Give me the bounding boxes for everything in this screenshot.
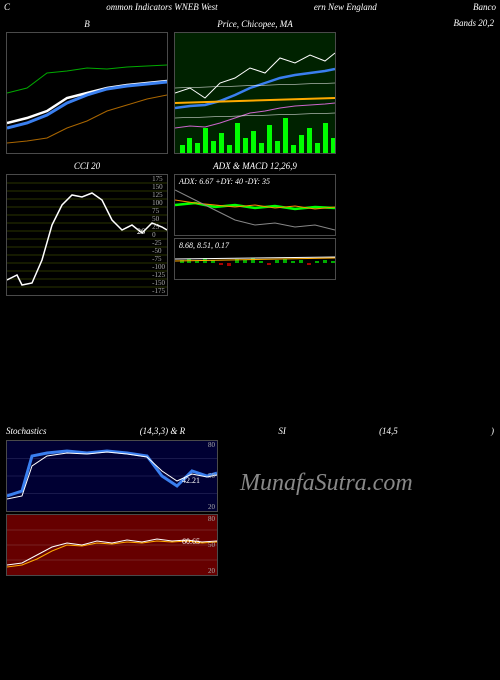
bbands-title-right-wrap: Bands 20,2	[336, 32, 500, 154]
price-chart	[175, 33, 335, 153]
stoch-ylabels: 805020	[208, 441, 215, 511]
stoch-title-r: SI	[278, 426, 286, 436]
header: C ommon Indicators WNEB West ern New Eng…	[0, 0, 500, 14]
rsi-value: 60.65	[182, 537, 200, 546]
adx-title: ADX & MACD 12,26,9	[175, 161, 335, 171]
hdr-left: C	[4, 2, 10, 12]
cci-value: 26	[137, 227, 145, 236]
macd-panel: 8.68, 8.51, 0.17	[174, 238, 336, 280]
bbands-title-right: Bands 20,2	[336, 18, 494, 28]
watermark: MunafaSutra.com	[240, 470, 413, 497]
hdr-right: Banco	[473, 2, 496, 12]
bbands-panel: B	[6, 32, 168, 154]
stoch-panel: 805020 42.21	[6, 440, 218, 512]
cci-panel: CCI 20 1751501251007550250-25-50-75-100-…	[6, 174, 168, 296]
bbands-title: B	[7, 19, 167, 29]
macd-label: 8.68, 8.51, 0.17	[179, 241, 229, 250]
rsi-ylabels: 805020	[208, 515, 215, 575]
stoch-value: 42.21	[182, 476, 200, 485]
price-panel: Price, Chicopee, MA	[174, 32, 336, 154]
stoch-title-l: Stochastics	[6, 426, 47, 436]
stoch-title-r3: )	[491, 426, 494, 436]
cci-title: CCI 20	[7, 161, 167, 171]
bbands-chart	[7, 33, 167, 153]
stoch-title-m: (14,3,3) & R	[140, 426, 186, 436]
hdr-mid2: ern New England	[314, 2, 377, 12]
adx-label: ADX: 6.67 +DY: 40 -DY: 35	[179, 177, 270, 186]
adx-panel: ADX & MACD 12,26,9 ADX: 6.67 +DY: 40 -DY…	[174, 174, 336, 236]
rsi-panel: 805020 60.65	[6, 514, 218, 576]
price-title: Price, Chicopee, MA	[175, 19, 335, 29]
cci-ylabels: 1751501251007550250-25-50-75-100-125-150…	[152, 175, 165, 295]
stoch-header: Stochastics (14,3,3) & R SI (14,5 )	[6, 426, 494, 436]
stoch-title-r2: (14,5	[379, 426, 398, 436]
hdr-mid1: ommon Indicators WNEB West	[106, 2, 217, 12]
